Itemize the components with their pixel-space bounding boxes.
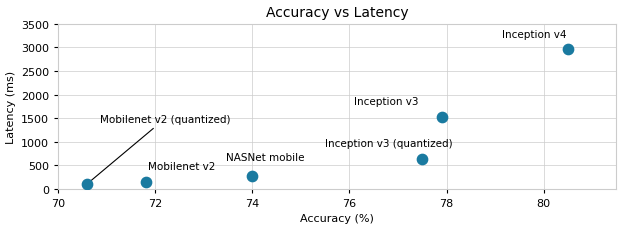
X-axis label: Accuracy (%): Accuracy (%) <box>300 213 374 224</box>
Y-axis label: Latency (ms): Latency (ms) <box>6 71 16 143</box>
Text: Inception v4: Inception v4 <box>503 30 567 40</box>
Text: Inception v3: Inception v3 <box>355 97 419 107</box>
Point <box>417 157 427 161</box>
Point <box>437 116 447 120</box>
Title: Accuracy vs Latency: Accuracy vs Latency <box>266 5 409 19</box>
Point <box>563 48 573 52</box>
Text: Mobilenet v2: Mobilenet v2 <box>148 161 215 171</box>
Text: NASNet mobile: NASNet mobile <box>226 153 304 163</box>
Text: Inception v3 (quantized): Inception v3 (quantized) <box>325 138 453 148</box>
Point <box>141 181 151 184</box>
Point <box>82 182 92 186</box>
Point <box>248 174 258 178</box>
Text: Mobilenet v2 (quantized): Mobilenet v2 (quantized) <box>90 114 230 182</box>
